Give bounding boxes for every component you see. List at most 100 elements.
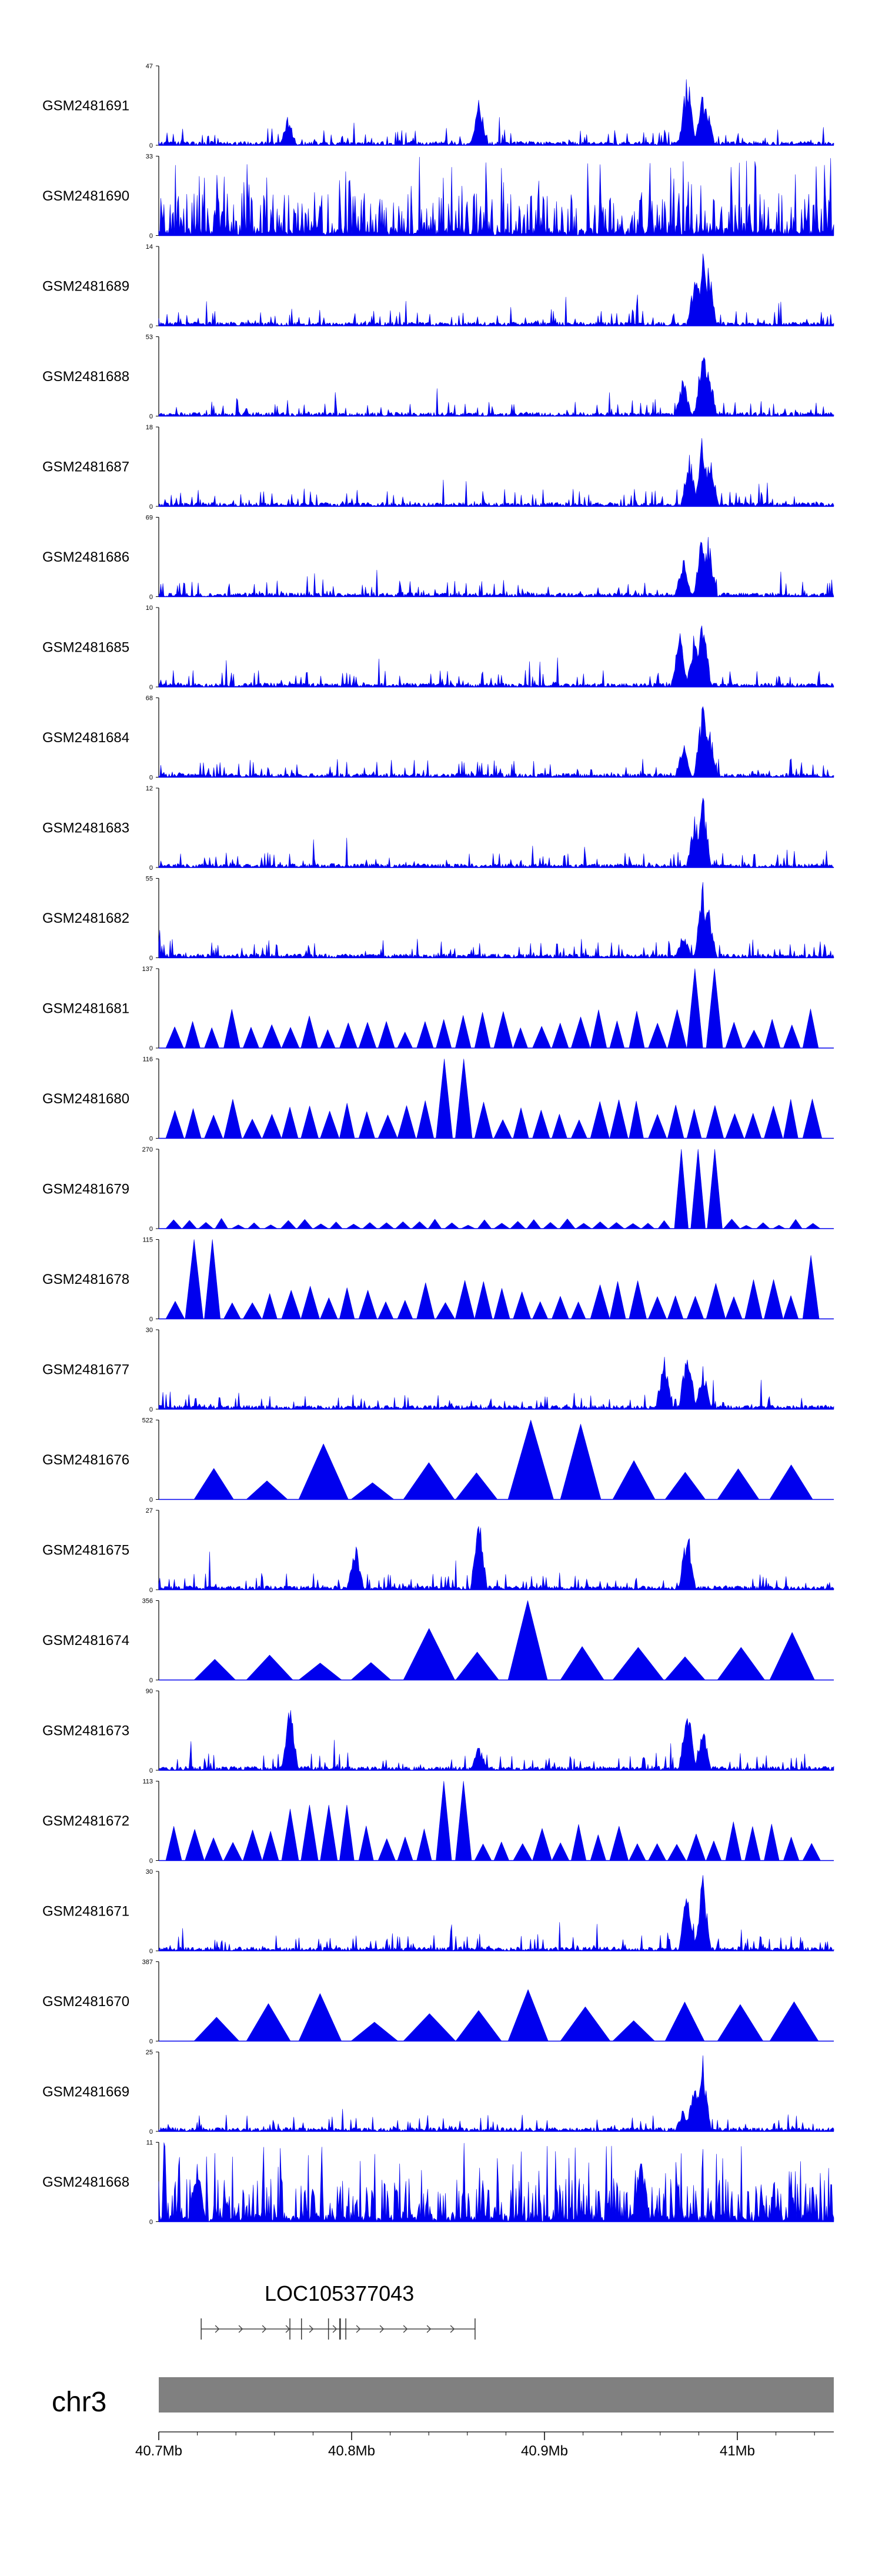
track-label: GSM2481686 (42, 549, 129, 565)
ytick-max-label: 47 (146, 63, 153, 70)
coverage-area (158, 1149, 834, 1229)
track-GSM2481691: GSM2481691 47 0 (42, 63, 834, 149)
ytick-max-label: 14 (146, 243, 153, 251)
track-GSM2481676: GSM2481676 522 0 (42, 1417, 834, 1504)
ytick-zero-label: 0 (149, 233, 153, 240)
gene-annotation: LOC105377043 (201, 2281, 476, 2340)
track-label: GSM2481671 (42, 1904, 129, 1920)
track-label: GSM2481683 (42, 820, 129, 836)
ytick-max-label: 522 (142, 1417, 153, 1424)
coverage-area (158, 2142, 834, 2222)
track-GSM2481679: GSM2481679 270 0 (42, 1146, 834, 1233)
track-GSM2481678: GSM2481678 115 0 (42, 1237, 834, 1323)
track-GSM2481681: GSM2481681 137 0 (42, 966, 834, 1052)
ytick-max-label: 25 (146, 2049, 153, 2056)
coverage-area (158, 625, 834, 688)
track-GSM2481668: GSM2481668 11 0 (42, 2140, 834, 2226)
ytick-max-label: 90 (146, 1688, 153, 1695)
ytick-max-label: 69 (146, 515, 153, 522)
gene-model (201, 2318, 476, 2340)
x-tick-label: 40.7Mb (135, 2443, 182, 2459)
track-label: GSM2481675 (42, 1543, 129, 1559)
x-tick-label: 40.8Mb (328, 2443, 375, 2459)
coverage-area (158, 968, 834, 1049)
track-GSM2481671: GSM2481671 30 0 (42, 1868, 834, 1955)
track-GSM2481673: GSM2481673 90 0 (42, 1688, 834, 1774)
coverage-area (158, 2055, 834, 2132)
track-GSM2481680: GSM2481680 116 0 (42, 1056, 834, 1143)
ytick-zero-label: 0 (149, 2219, 153, 2226)
ytick-max-label: 12 (146, 785, 153, 792)
strand-arrow (450, 2325, 455, 2333)
track-GSM2481670: GSM2481670 387 0 (42, 1959, 834, 2046)
track-GSM2481672: GSM2481672 113 0 (42, 1778, 834, 1865)
ytick-max-label: 33 (146, 154, 153, 161)
x-tick-label: 41Mb (720, 2443, 755, 2459)
coverage-area (158, 1526, 834, 1590)
track-stack: GSM2481691470GSM2481690330GSM2481689140G… (42, 63, 834, 2226)
ytick-zero-label: 0 (149, 503, 153, 510)
ytick-zero-label: 0 (149, 1587, 153, 1594)
ytick-zero-label: 0 (149, 775, 153, 782)
chromosome-bar (159, 2377, 834, 2413)
ytick-zero-label: 0 (149, 2128, 153, 2135)
strand-arrow (238, 2325, 243, 2333)
track-label: GSM2481673 (42, 1723, 129, 1739)
coverage-area (158, 156, 834, 236)
strand-arrow (379, 2325, 385, 2333)
track-label: GSM2481678 (42, 1272, 129, 1287)
coverage-area (158, 357, 834, 416)
track-GSM2481685: GSM2481685 10 0 (42, 605, 834, 691)
ytick-zero-label: 0 (149, 1316, 153, 1323)
ytick-zero-label: 0 (149, 955, 153, 962)
track-GSM2481682: GSM2481682 55 0 (42, 876, 834, 962)
track-label: GSM2481679 (42, 1182, 129, 1197)
ytick-zero-label: 0 (149, 323, 153, 330)
ytick-max-label: 11 (146, 2140, 153, 2147)
chromosome-label: chr3 (52, 2387, 106, 2418)
track-label: GSM2481676 (42, 1452, 129, 1468)
ytick-zero-label: 0 (149, 1677, 153, 1684)
track-GSM2481677: GSM2481677 30 0 (42, 1327, 834, 1413)
ytick-max-label: 270 (142, 1146, 153, 1153)
ytick-max-label: 68 (146, 695, 153, 702)
coverage-area (158, 1420, 834, 1500)
ytick-zero-label: 0 (149, 142, 153, 149)
track-GSM2481675: GSM2481675 27 0 (42, 1507, 834, 1594)
track-label: GSM2481687 (42, 459, 129, 475)
coverage-area (158, 1239, 834, 1319)
ytick-zero-label: 0 (149, 1226, 153, 1233)
track-label: GSM2481669 (42, 2084, 129, 2100)
ytick-zero-label: 0 (149, 1948, 153, 1955)
gene-label: LOC105377043 (265, 2281, 414, 2305)
strand-arrow (403, 2325, 408, 2333)
coverage-area (158, 79, 834, 146)
coverage-area (158, 1357, 834, 1410)
strand-arrow (332, 2325, 338, 2333)
track-label: GSM2481682 (42, 910, 129, 926)
track-GSM2481669: GSM2481669 25 0 (42, 2049, 834, 2135)
coverage-area (158, 1781, 834, 1861)
ytick-max-label: 356 (142, 1598, 153, 1605)
track-label: GSM2481672 (42, 1813, 129, 1829)
coverage-area (158, 253, 834, 326)
x-tick-label: 40.9Mb (521, 2443, 568, 2459)
track-label: GSM2481688 (42, 369, 129, 385)
ytick-zero-label: 0 (149, 594, 153, 601)
coverage-area (158, 1600, 834, 1680)
strand-arrow (309, 2325, 314, 2333)
track-label: GSM2481691 (42, 98, 129, 114)
ytick-max-label: 55 (146, 876, 153, 883)
track-GSM2481687: GSM2481687 18 0 (42, 424, 834, 510)
strand-arrow (285, 2325, 290, 2333)
coverage-area (158, 798, 834, 868)
ytick-max-label: 113 (142, 1778, 153, 1786)
track-GSM2481683: GSM2481683 12 0 (42, 785, 834, 872)
ytick-zero-label: 0 (149, 1406, 153, 1413)
coverage-area (158, 706, 834, 778)
ytick-max-label: 10 (146, 605, 153, 612)
ytick-zero-label: 0 (149, 865, 153, 872)
coverage-area (158, 882, 834, 958)
ytick-max-label: 27 (146, 1507, 153, 1514)
ytick-zero-label: 0 (149, 1136, 153, 1143)
